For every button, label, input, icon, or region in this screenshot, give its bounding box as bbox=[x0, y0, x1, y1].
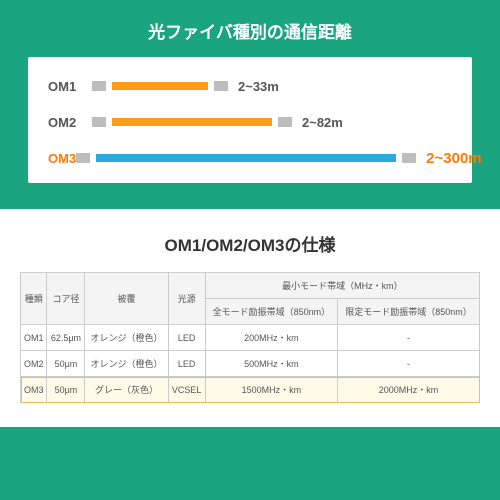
cable-icon bbox=[92, 79, 228, 93]
th-source: 光源 bbox=[168, 273, 205, 325]
cell-b1: 500MHz・km bbox=[205, 351, 337, 377]
th-sub1: 全モード励振帯域（850nm） bbox=[205, 299, 337, 325]
fiber-row: OM32~300m bbox=[48, 147, 452, 169]
fiber-distance: 2~82m bbox=[302, 115, 343, 130]
cell-source: LED bbox=[168, 351, 205, 377]
cell-b1: 1500MHz・km bbox=[205, 377, 337, 403]
cell-core: 62.5μm bbox=[47, 325, 85, 351]
cell-b2: - bbox=[338, 325, 480, 351]
th-sub2: 限定モード励振帯域（850nm） bbox=[338, 299, 480, 325]
fiber-row: OM1 2~33m bbox=[48, 75, 452, 97]
spec-title: OM1/OM2/OM3の仕様 bbox=[0, 209, 500, 272]
cell-b2: 2000MHz・km bbox=[338, 377, 480, 403]
cell-b2: - bbox=[338, 351, 480, 377]
table-row: OM250μmオレンジ（橙色）LED500MHz・km- bbox=[21, 351, 480, 377]
cell-kind: OM2 bbox=[21, 351, 47, 377]
cell-b1: 200MHz・km bbox=[205, 325, 337, 351]
spec-table-wrap: 種類 コア径 被覆 光源 最小モード帯域（MHz・km） 全モード励振帯域（85… bbox=[0, 272, 500, 427]
table-row: OM350μmグレー（灰色）VCSEL1500MHz・km2000MHz・km bbox=[21, 377, 480, 403]
cell-kind: OM3 bbox=[21, 377, 47, 403]
th-jacket: 被覆 bbox=[85, 273, 168, 325]
cell-source: VCSEL bbox=[168, 377, 205, 403]
cell-jacket: オレンジ（橙色） bbox=[85, 325, 168, 351]
cell-jacket: オレンジ（橙色） bbox=[85, 351, 168, 377]
fiber-label: OM1 bbox=[48, 79, 92, 94]
th-kind: 種類 bbox=[21, 273, 47, 325]
cell-kind: OM1 bbox=[21, 325, 47, 351]
table-row: OM162.5μmオレンジ（橙色）LED200MHz・km- bbox=[21, 325, 480, 351]
cable-icon bbox=[92, 115, 292, 129]
fiber-row: OM2 2~82m bbox=[48, 111, 452, 133]
spec-table: 種類 コア径 被覆 光源 最小モード帯域（MHz・km） 全モード励振帯域（85… bbox=[20, 272, 480, 403]
distance-panel: OM1 2~33m OM2 2~82m OM32~300m bbox=[28, 57, 472, 183]
cable-icon bbox=[76, 151, 416, 165]
th-bandwidth: 最小モード帯域（MHz・km） bbox=[205, 273, 479, 299]
fiber-label: OM3 bbox=[48, 151, 76, 166]
fiber-distance: 2~33m bbox=[238, 79, 279, 94]
cell-core: 50μm bbox=[47, 351, 85, 377]
cell-core: 50μm bbox=[47, 377, 85, 403]
cell-jacket: グレー（灰色） bbox=[85, 377, 168, 403]
fiber-distance: 2~300m bbox=[426, 150, 481, 167]
th-core: コア径 bbox=[47, 273, 85, 325]
fiber-label: OM2 bbox=[48, 115, 92, 130]
chart-title: 光ファイバ種別の通信距離 bbox=[0, 0, 500, 57]
cell-source: LED bbox=[168, 325, 205, 351]
